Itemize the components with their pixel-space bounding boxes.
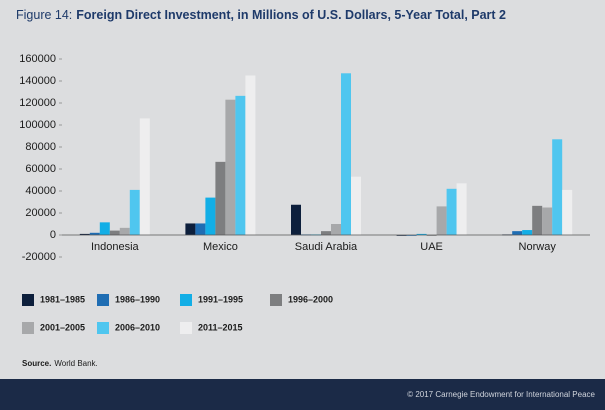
bar bbox=[351, 176, 361, 235]
chart-title: Foreign Direct Investment, in Millions o… bbox=[76, 8, 506, 22]
bar bbox=[341, 73, 351, 235]
bar bbox=[139, 118, 150, 235]
legend-label: 1996–2000 bbox=[288, 294, 333, 304]
bar bbox=[291, 204, 301, 235]
y-tick-label: 160000 bbox=[19, 53, 56, 65]
bar bbox=[321, 231, 331, 235]
bar bbox=[456, 183, 467, 235]
bar bbox=[225, 99, 236, 235]
bar bbox=[89, 232, 100, 235]
y-tick-label: 80000 bbox=[25, 141, 56, 153]
source-label: Source. bbox=[22, 359, 51, 368]
title: Figure 14: Foreign Direct Investment, in … bbox=[16, 8, 506, 22]
legend-label: 1991–1995 bbox=[198, 294, 243, 304]
bar bbox=[562, 189, 573, 235]
bar bbox=[416, 233, 427, 235]
y-tick-label: 120000 bbox=[19, 97, 56, 109]
legend-swatch bbox=[97, 294, 109, 306]
source-text: World Bank. bbox=[54, 359, 97, 368]
bar bbox=[522, 230, 533, 235]
legend-label: 1986–1990 bbox=[115, 294, 160, 304]
y-tick-label: 20000 bbox=[25, 207, 56, 219]
bar bbox=[79, 233, 90, 235]
legend-swatch bbox=[270, 294, 282, 306]
legend-swatch bbox=[22, 294, 34, 306]
bar bbox=[446, 188, 457, 235]
footer-bar bbox=[0, 379, 605, 410]
footer: © 2017 Carnegie Endowment for Internatio… bbox=[407, 390, 595, 399]
bar bbox=[436, 206, 447, 235]
bar bbox=[205, 197, 216, 235]
source: Source. World Bank. bbox=[22, 359, 98, 368]
figure-label: Figure 14: bbox=[16, 8, 72, 22]
legend-label: 1981–1985 bbox=[40, 294, 85, 304]
x-tick-label: Saudi Arabia bbox=[295, 241, 358, 253]
bar bbox=[331, 224, 341, 235]
legend-swatch bbox=[22, 322, 34, 334]
legend-swatch bbox=[180, 322, 192, 334]
x-tick-label: Indonesia bbox=[91, 241, 140, 253]
bar bbox=[119, 227, 130, 235]
bar bbox=[235, 95, 246, 235]
bar bbox=[129, 189, 140, 235]
legend-swatch bbox=[180, 294, 192, 306]
legend-label: 2001–2005 bbox=[40, 322, 85, 332]
y-tick-label: 140000 bbox=[19, 75, 56, 87]
bar bbox=[552, 139, 563, 235]
x-tick-label: Norway bbox=[519, 241, 557, 253]
bar bbox=[99, 222, 110, 235]
legend-label: 2006–2010 bbox=[115, 322, 160, 332]
legend-label: 2011–2015 bbox=[198, 322, 243, 332]
bar bbox=[195, 223, 206, 235]
y-tick-label: 60000 bbox=[25, 163, 56, 175]
bar bbox=[245, 75, 256, 235]
bar bbox=[512, 231, 523, 235]
bar bbox=[109, 230, 120, 235]
bar bbox=[215, 161, 226, 235]
bar bbox=[185, 223, 196, 235]
y-tick-label: -20000 bbox=[22, 251, 56, 263]
y-tick-label: 40000 bbox=[25, 185, 56, 197]
bar bbox=[532, 205, 543, 235]
legend-swatch bbox=[97, 322, 109, 334]
y-tick-label: 0 bbox=[50, 229, 56, 241]
x-tick-label: UAE bbox=[420, 241, 443, 253]
y-tick-label: 100000 bbox=[19, 119, 56, 131]
bar bbox=[542, 207, 553, 235]
x-tick-label: Mexico bbox=[203, 241, 238, 253]
